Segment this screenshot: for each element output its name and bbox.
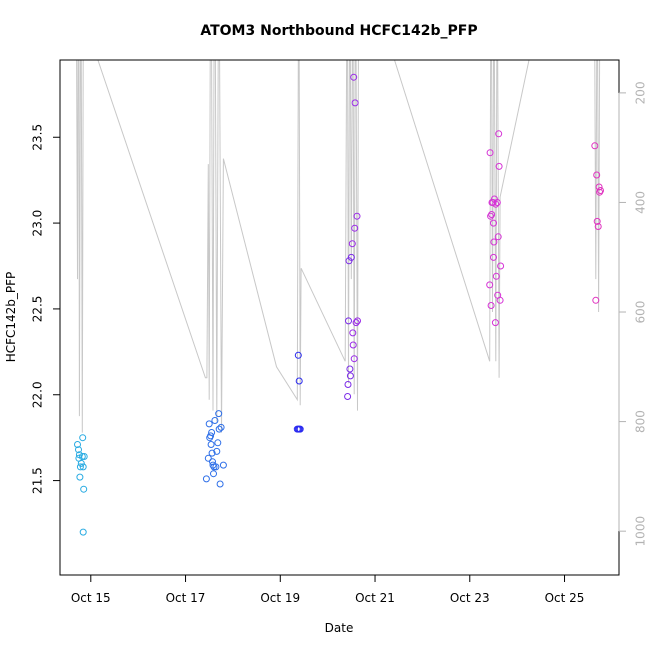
- data-point: [487, 302, 495, 309]
- data-point: [351, 224, 359, 232]
- data-point: [354, 317, 361, 325]
- data-point: [79, 463, 87, 471]
- data-point: [212, 463, 220, 471]
- data-point: [491, 319, 499, 327]
- data-point: [496, 296, 504, 304]
- x-tick-label: Oct 17: [166, 591, 206, 605]
- data-point: [488, 211, 496, 218]
- plot-frame: [59, 59, 620, 576]
- data-point: [78, 453, 86, 460]
- data-point: [490, 238, 498, 246]
- data-point: [486, 149, 494, 157]
- data-point: [353, 212, 361, 220]
- data-points: [74, 73, 604, 536]
- data-point: [495, 162, 503, 170]
- data-point: [486, 281, 494, 289]
- data-point: [492, 272, 500, 280]
- data-point: [208, 449, 216, 457]
- data-point: [346, 365, 354, 373]
- data-point: [591, 142, 599, 150]
- data-point: [344, 381, 352, 388]
- data-point: [210, 470, 217, 478]
- data-point: [594, 223, 602, 230]
- data-point: [296, 425, 304, 433]
- data-point: [593, 217, 601, 225]
- data-point: [349, 341, 357, 349]
- data-point: [351, 99, 359, 107]
- data-point: [593, 171, 601, 179]
- right-pressure-axis: 200 400 600 800 1000: [618, 81, 648, 547]
- data-point: [295, 377, 303, 385]
- data-point: [205, 420, 213, 428]
- data-point: [347, 253, 355, 261]
- x-axis: Oct 15 Oct 17 Oct 19 Oct 21 Oct 23 Oct 25: [71, 574, 585, 605]
- data-point: [592, 296, 600, 304]
- data-point: [215, 425, 223, 433]
- right-tick-label: 600: [634, 301, 648, 324]
- y-tick-label: 23.0: [31, 210, 45, 237]
- x-tick-label: Oct 23: [450, 591, 490, 605]
- data-point: [74, 441, 81, 448]
- data-point: [213, 447, 221, 455]
- data-point: [490, 253, 497, 261]
- data-point: [215, 410, 223, 418]
- data-point: [217, 423, 225, 431]
- data-point: [346, 372, 354, 380]
- right-tick-label: 400: [634, 191, 648, 214]
- data-point: [344, 393, 352, 400]
- x-tick-label: Oct 25: [545, 591, 585, 605]
- data-point: [595, 183, 603, 191]
- y-tick-label: 22.0: [31, 381, 45, 408]
- y-tick-label: 23.5: [31, 124, 45, 151]
- right-tick-label: 1000: [634, 516, 648, 547]
- data-point: [207, 441, 215, 448]
- y-axis-label: HCFC142b_PFP: [4, 272, 18, 363]
- data-point: [202, 475, 210, 483]
- data-point: [345, 317, 352, 325]
- data-point: [214, 439, 222, 447]
- x-axis-label: Date: [325, 621, 354, 635]
- data-point: [80, 485, 88, 493]
- data-point: [497, 262, 505, 270]
- x-tick-label: Oct 19: [260, 591, 300, 605]
- data-point: [208, 429, 216, 436]
- data-point: [79, 528, 87, 536]
- data-point: [75, 446, 82, 454]
- data-point: [350, 355, 358, 363]
- y-axis: 21.5 22.0 22.5 23.0 23.5: [31, 124, 61, 494]
- y-tick-label: 21.5: [31, 467, 45, 494]
- x-tick-label: Oct 21: [355, 591, 395, 605]
- data-point: [349, 329, 357, 337]
- data-point: [204, 454, 212, 462]
- right-tick-label: 800: [634, 410, 648, 433]
- data-point: [80, 453, 88, 460]
- data-point: [495, 130, 503, 138]
- data-point: [597, 187, 604, 194]
- data-point: [77, 459, 85, 467]
- chart-title: ATOM3 Northbound HCFC142b_PFP: [200, 23, 477, 39]
- data-point: [294, 351, 302, 359]
- data-point: [492, 200, 500, 208]
- data-point: [76, 473, 84, 481]
- data-point: [493, 199, 501, 206]
- data-point: [207, 432, 215, 440]
- data-point: [210, 463, 218, 471]
- pressure-line: [76, 60, 601, 433]
- pressure-trace: [76, 60, 601, 433]
- data-point: [79, 434, 87, 442]
- x-tick-label: Oct 15: [71, 591, 111, 605]
- data-point: [211, 417, 219, 424]
- data-point: [487, 212, 495, 220]
- data-point: [219, 461, 227, 469]
- data-point: [494, 233, 502, 241]
- data-point: [216, 480, 224, 488]
- y-tick-label: 22.5: [31, 296, 45, 323]
- data-point: [350, 73, 358, 81]
- right-tick-label: 200: [634, 81, 648, 104]
- data-point: [352, 319, 360, 327]
- data-point: [348, 240, 356, 248]
- data-point: [490, 219, 497, 227]
- data-point: [76, 463, 84, 471]
